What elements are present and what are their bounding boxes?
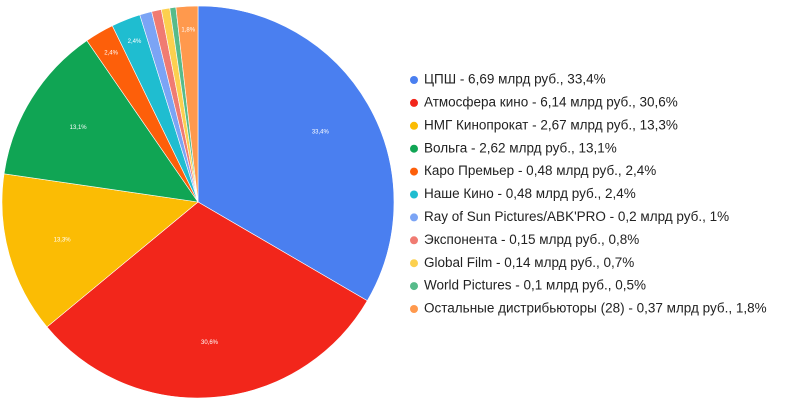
data-label: 13,3% [54,238,72,244]
data-label: 30,6% [201,340,219,346]
legend-label: Каро Премьер - 0,48 млрд руб., 2,4% [424,163,656,178]
data-label: 2,4% [128,39,142,45]
legend-marker [410,282,418,291]
pie-slice [46,201,368,399]
legend-marker [410,213,418,222]
data-label: 1,8% [181,27,195,33]
legend-label: Global Film - 0,14 млрд руб., 0,7% [424,255,634,270]
legend-label: Наше Кино - 0,48 млрд руб., 2,4% [424,186,636,201]
legend-marker [410,305,418,313]
data-label: 13,1% [70,125,88,131]
legend-marker [410,167,418,176]
legend-marker [410,190,418,199]
legend-label: Вольга - 2,62 млрд руб., 13,1% [424,140,617,155]
legend-label: Экспонента - 0,15 млрд руб., 0,8% [424,232,639,247]
legend-marker [410,236,418,245]
legend-label: ЦПШ - 6,69 млрд руб., 33,4% [424,72,606,87]
legend-label: Остальные дистрибьюторы (28) - 0,37 млрд… [424,301,767,316]
data-label: 2,4% [104,51,118,57]
pie-slice [1,173,199,328]
legend-marker [410,76,418,84]
legend-label: Атмосфера кино - 6,14 млрд руб., 30,6% [424,94,678,109]
data-label: 33,4% [312,129,330,135]
legend-label: НМГ Кинопрокат - 2,67 млрд руб., 13,3% [424,117,678,132]
pie-slice [197,5,395,302]
pie-slice [3,40,199,203]
pie-slice [175,5,199,203]
legend-marker [410,144,418,153]
legend-label: World Pictures - 0,1 млрд руб., 0,5% [424,278,646,293]
legend-marker [410,98,418,107]
legend-marker [410,121,418,130]
legend-label: Ray of Sun Pictures/ABK'PRO - 0,2 млрд р… [424,209,729,224]
legend-marker [410,259,418,268]
